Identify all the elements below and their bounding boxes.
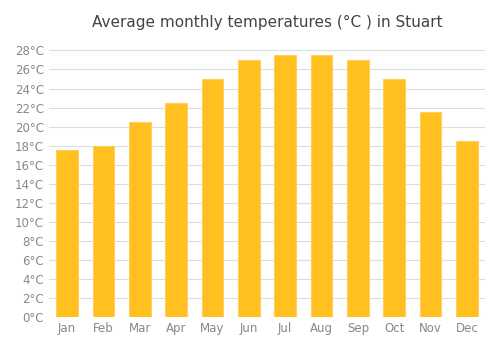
Bar (238, 60, 260, 317)
Title: Average monthly temperatures (°C ) in Stuart: Average monthly temperatures (°C ) in St… (92, 15, 442, 30)
Bar (92, 146, 114, 317)
Bar (456, 141, 477, 317)
Bar (129, 122, 150, 317)
Bar (310, 55, 332, 317)
Bar (347, 60, 368, 317)
Bar (384, 79, 405, 317)
Bar (202, 79, 224, 317)
Bar (274, 55, 296, 317)
Bar (166, 103, 187, 317)
Bar (56, 150, 78, 317)
Bar (420, 112, 442, 317)
